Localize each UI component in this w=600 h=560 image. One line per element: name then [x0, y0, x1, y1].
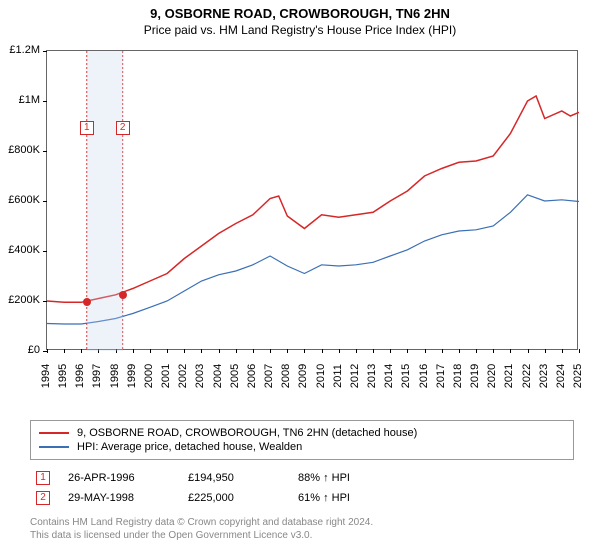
series-svg [47, 51, 579, 351]
x-tick-label: 2016 [418, 361, 430, 391]
x-tick-label: 2019 [469, 361, 481, 391]
y-axis: £0 £200K £400K £600K £800K £1M £1.2M [2, 44, 42, 356]
sale-price: £225,000 [188, 492, 298, 504]
y-tick-label: £1M [0, 94, 40, 106]
sale-marker-2: 2 [116, 121, 130, 135]
x-tick-label: 2012 [349, 361, 361, 391]
x-tick-label: 2022 [521, 361, 533, 391]
legend-box: 9, OSBORNE ROAD, CROWBOROUGH, TN6 2HN (d… [30, 420, 574, 460]
y-tick-label: £400K [0, 244, 40, 256]
x-tick-label: 2008 [280, 361, 292, 391]
x-tick-label: 2003 [194, 361, 206, 391]
legend-label: HPI: Average price, detached house, Weal… [77, 441, 302, 453]
sale-box-2: 2 [36, 491, 50, 505]
sale-date: 29-MAY-1998 [68, 492, 188, 504]
sale-diff: 88% ↑ HPI [298, 472, 418, 484]
x-tick-label: 2006 [246, 361, 258, 391]
legend-item: 9, OSBORNE ROAD, CROWBOROUGH, TN6 2HN (d… [39, 426, 565, 440]
chart-title: 9, OSBORNE ROAD, CROWBOROUGH, TN6 2HN [0, 0, 600, 21]
x-tick-label: 2024 [555, 361, 567, 391]
x-tick-label: 1997 [91, 361, 103, 391]
footer-line1: Contains HM Land Registry data © Crown c… [30, 516, 574, 529]
legend-swatch [39, 432, 69, 434]
bottom-panel: 9, OSBORNE ROAD, CROWBOROUGH, TN6 2HN (d… [30, 420, 574, 542]
x-tick-label: 2013 [366, 361, 378, 391]
x-axis: 1994199519961997199819992000200120022003… [46, 356, 578, 416]
x-tick-label: 2021 [503, 361, 515, 391]
footer-line2: This data is licensed under the Open Gov… [30, 529, 574, 542]
x-tick-label: 2010 [315, 361, 327, 391]
y-tick-label: £200K [0, 294, 40, 306]
series-line [47, 195, 579, 324]
plot-area: 12 [46, 50, 578, 350]
sale-point-2 [119, 291, 127, 299]
footer-text: Contains HM Land Registry data © Crown c… [30, 516, 574, 542]
legend-item: HPI: Average price, detached house, Weal… [39, 440, 565, 454]
x-tick-label: 2017 [435, 361, 447, 391]
x-tick-label: 2025 [572, 361, 584, 391]
x-tick-label: 2018 [452, 361, 464, 391]
legend-swatch [39, 446, 69, 448]
x-tick-label: 2002 [177, 361, 189, 391]
sale-row: 1 26-APR-1996£194,95088% ↑ HPI [30, 468, 574, 488]
x-tick-label: 2011 [332, 361, 344, 391]
x-tick-label: 1999 [126, 361, 138, 391]
x-tick-label: 2009 [297, 361, 309, 391]
y-tick-label: £0 [0, 344, 40, 356]
sale-price: £194,950 [188, 472, 298, 484]
x-tick-label: 2014 [383, 361, 395, 391]
x-tick-label: 2023 [538, 361, 550, 391]
y-tick-label: £600K [0, 194, 40, 206]
sale-row: 2 29-MAY-1998£225,00061% ↑ HPI [30, 488, 574, 508]
x-tick-label: 2000 [143, 361, 155, 391]
chart-area: £0£200K£400K£600K£800K£1M£1.2M 12 199419… [46, 50, 578, 380]
sale-box-1: 1 [36, 471, 50, 485]
x-tick-label: 2007 [263, 361, 275, 391]
x-tick-label: 2004 [212, 361, 224, 391]
sales-table: 1 26-APR-1996£194,95088% ↑ HPI 2 29-MAY-199… [30, 468, 574, 508]
y-tick-label: £800K [0, 144, 40, 156]
legend-label: 9, OSBORNE ROAD, CROWBOROUGH, TN6 2HN (d… [77, 427, 417, 439]
x-tick-label: 2005 [229, 361, 241, 391]
x-tick-label: 2015 [400, 361, 412, 391]
x-tick-label: 1995 [57, 361, 69, 391]
x-tick-label: 2020 [486, 361, 498, 391]
sale-marker-1: 1 [80, 121, 94, 135]
sale-diff: 61% ↑ HPI [298, 492, 418, 504]
x-tick-label: 2001 [160, 361, 172, 391]
x-tick-label: 1994 [40, 361, 52, 391]
x-tick-label: 1996 [74, 361, 86, 391]
x-tick-label: 1998 [109, 361, 121, 391]
shade-band [87, 51, 123, 351]
sale-date: 26-APR-1996 [68, 472, 188, 484]
chart-subtitle: Price paid vs. HM Land Registry's House … [0, 21, 600, 37]
y-tick-label: £1.2M [0, 44, 40, 56]
